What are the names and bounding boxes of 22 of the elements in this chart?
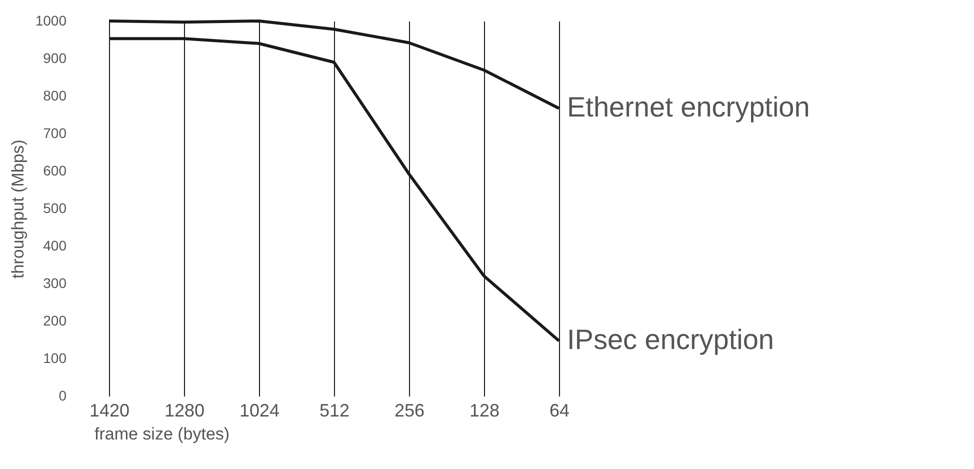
x-tick-label: 1024: [239, 400, 280, 420]
x-tick-label: 512: [319, 400, 350, 420]
x-tick-label: 64: [549, 400, 570, 420]
y-axis-title: throughput (Mbps): [8, 140, 28, 278]
x-tick-label: 256: [394, 400, 425, 420]
y-tick-label: 400: [43, 238, 67, 254]
y-tick-label: 0: [58, 388, 67, 404]
series-label: IPsec encryption: [567, 324, 774, 355]
x-tick-label: 1280: [164, 400, 205, 420]
y-tick-label: 900: [43, 50, 67, 66]
y-tick-label: 800: [43, 88, 67, 104]
y-tick-label: 1000: [35, 12, 67, 28]
x-axis-title: frame size (bytes): [94, 424, 230, 444]
y-tick-label: 700: [43, 125, 67, 141]
y-tick-label: 300: [43, 275, 67, 291]
y-tick-label: 600: [43, 162, 67, 178]
series-label: Ethernet encryption: [567, 91, 810, 122]
y-tick-label: 200: [43, 312, 67, 328]
y-tick-label: 100: [43, 350, 67, 366]
x-tick-label: 128: [469, 400, 500, 420]
x-tick-label: 1420: [89, 400, 130, 420]
y-tick-label: 500: [43, 200, 67, 216]
